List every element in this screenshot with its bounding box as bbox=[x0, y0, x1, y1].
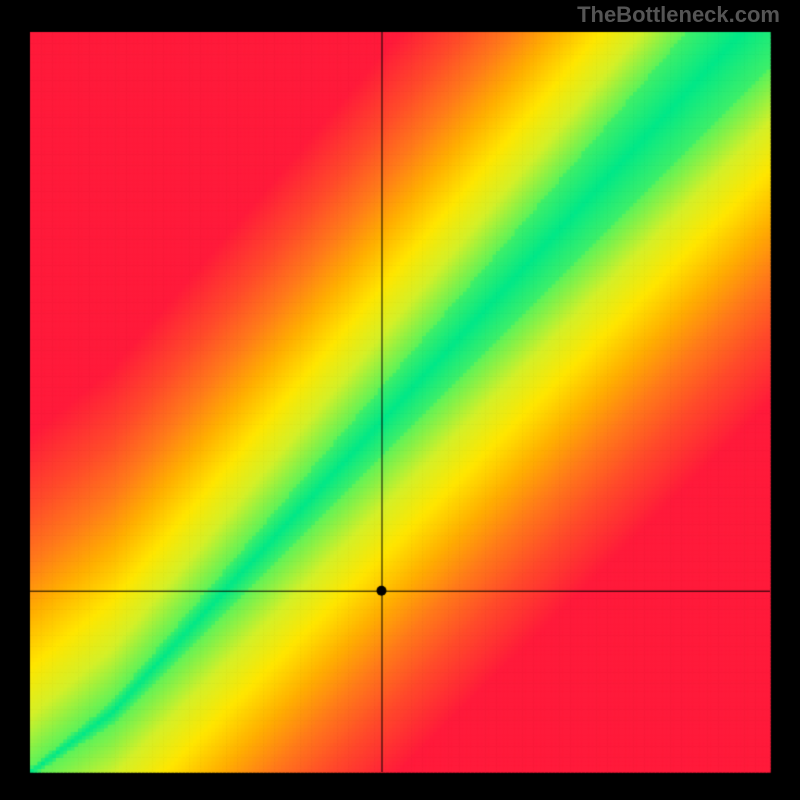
watermark-text: TheBottleneck.com bbox=[577, 2, 780, 28]
bottleneck-heatmap-canvas bbox=[0, 0, 800, 800]
